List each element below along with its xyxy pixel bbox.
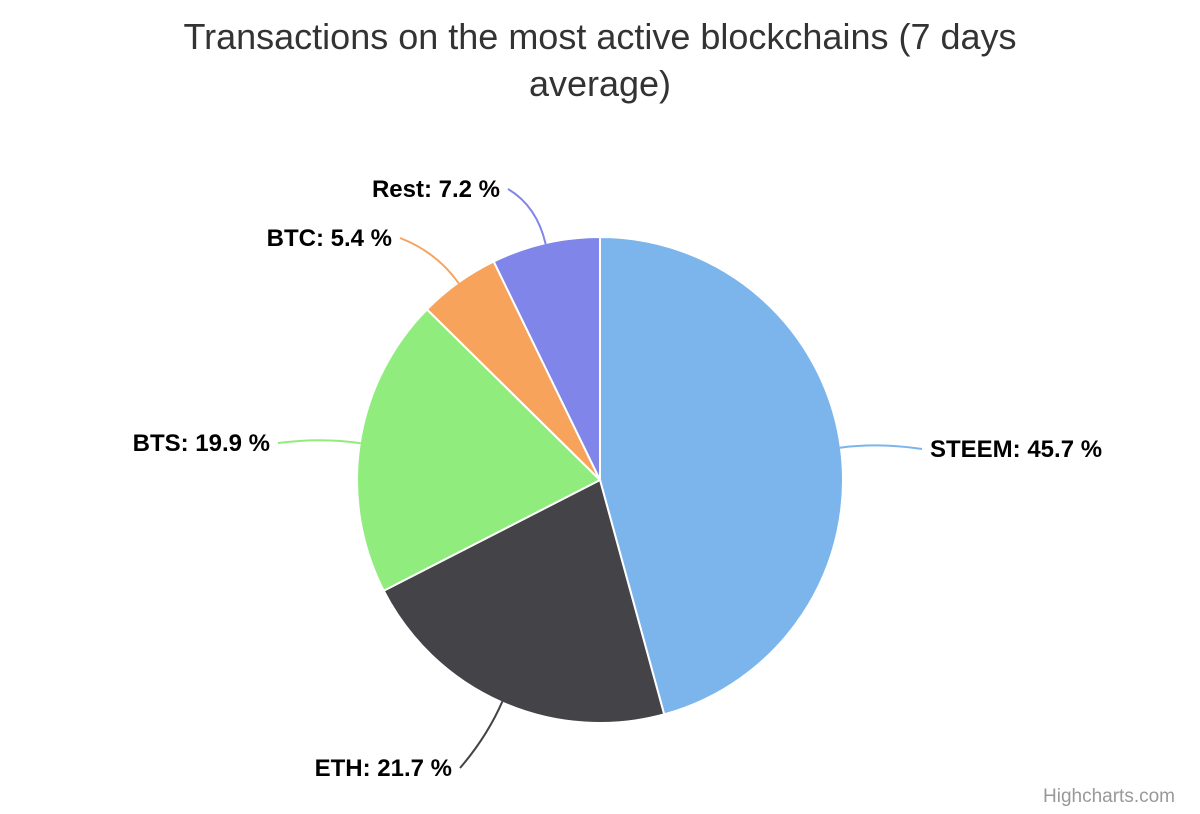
highcharts-credit-link[interactable]: Highcharts.com	[1043, 786, 1175, 807]
pie-chart: STEEM: 45.7 % ETH: 21.7 % BTS: 19.9 % BTC: …	[133, 176, 1102, 782]
data-label-steem: STEEM: 45.7 %	[930, 436, 1102, 463]
label-connector-eth	[459, 701, 504, 769]
data-label-eth: ETH: 21.7 %	[315, 755, 452, 782]
label-connector-steem	[839, 444, 923, 450]
data-label-rest: Rest: 7.2 %	[372, 176, 500, 203]
data-label-btc: BTC: 5.4 %	[267, 225, 392, 252]
label-connector-bts	[277, 439, 361, 445]
chart-title: Transactions on the most active blockcha…	[183, 16, 1017, 104]
label-connector-rest	[507, 188, 547, 245]
data-label-bts: BTS: 19.9 %	[133, 430, 270, 457]
label-connector-btc	[399, 237, 460, 285]
pie-slices	[356, 236, 844, 724]
data-labels: STEEM: 45.7 % ETH: 21.7 % BTS: 19.9 % BTC: …	[133, 176, 1102, 782]
